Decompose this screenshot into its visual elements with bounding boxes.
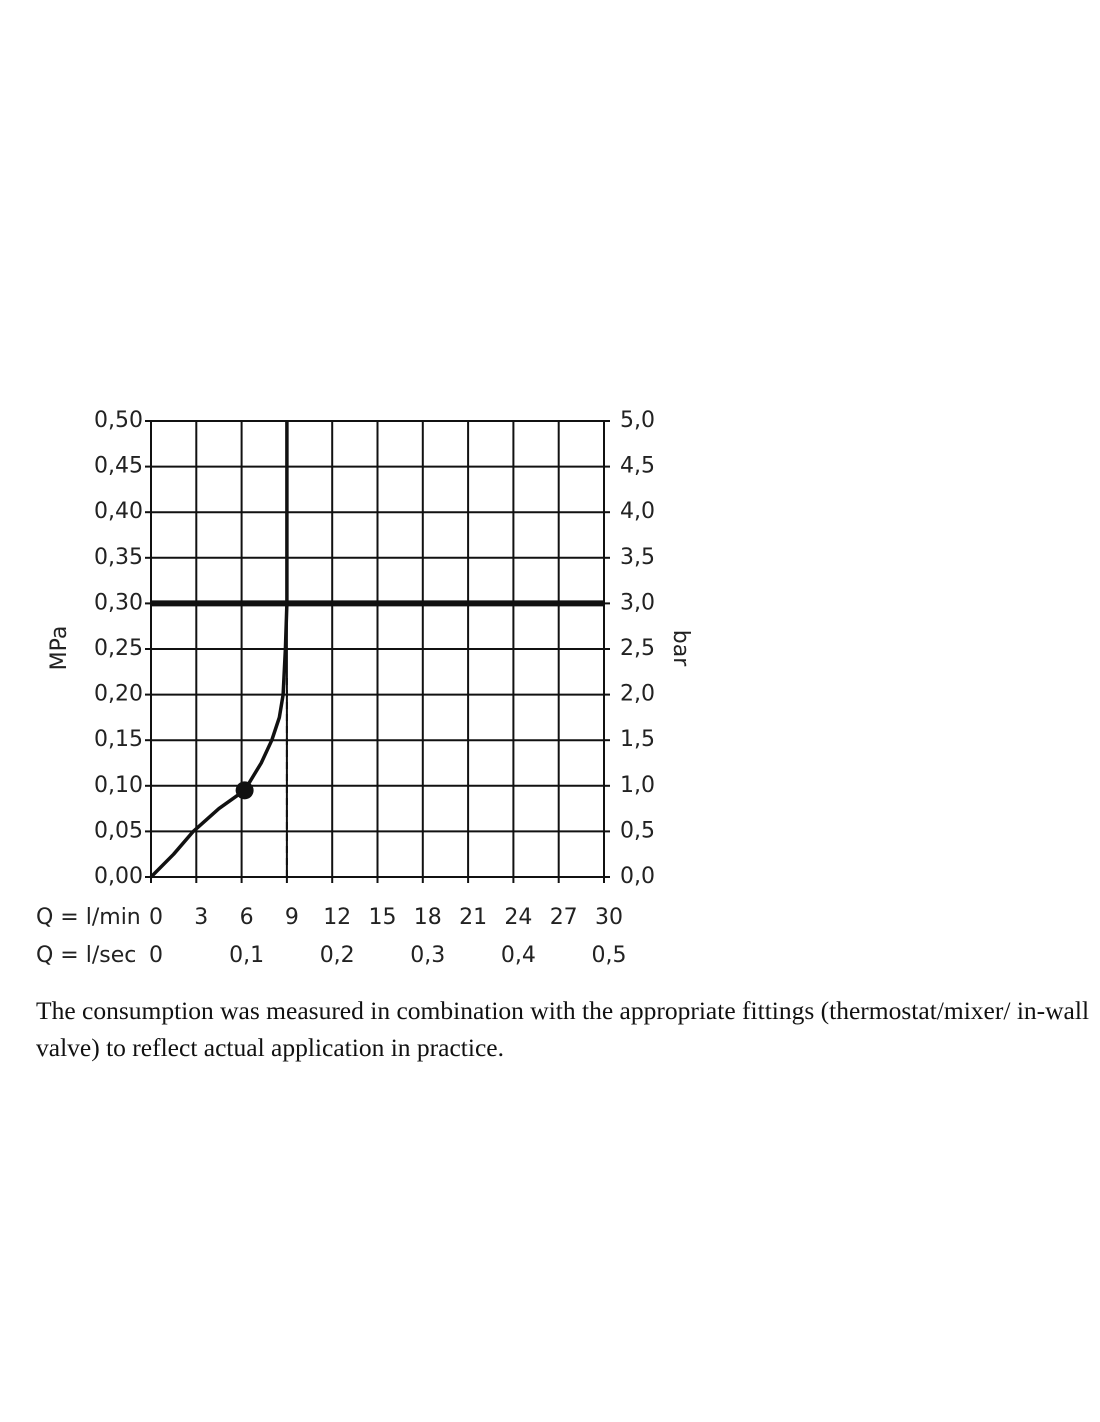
y-tick-label: 0,05	[94, 818, 143, 843]
chart: Q = l/min Q = l/sec MPa bar 0 3 6 9 12 15 18 21…	[36, 408, 693, 968]
y-tick-label: 0,00	[94, 864, 143, 889]
curve	[149, 421, 289, 879]
y2-tick-label: 3,0	[620, 590, 655, 615]
marker	[235, 781, 254, 800]
y2-axis-label: bar	[668, 630, 693, 667]
y2-tick-label: 1,5	[620, 727, 655, 752]
x-tick-label: 24	[504, 905, 532, 930]
caption: The consumption was measured in combinat…	[36, 996, 1090, 1062]
x-tick-label: 18	[414, 905, 442, 930]
x-tick-label: 6	[240, 905, 254, 930]
x-tick-label: 12	[323, 905, 351, 930]
x-tick-label: 3	[194, 905, 208, 930]
y-tick-label: 0,45	[94, 454, 143, 479]
y-tick-label: 0,50	[94, 408, 143, 433]
y-tick-label: 0,15	[94, 727, 143, 752]
y2-tick-label: 1,0	[620, 773, 655, 798]
y2-tick-label: 3,5	[620, 545, 655, 570]
y2-tick-label: 5,0	[620, 408, 655, 433]
y-tick-label: 0,25	[94, 636, 143, 661]
x-axis-label: Q = l/min	[36, 905, 141, 930]
x-tick-label: 27	[550, 905, 578, 930]
y-tick-label: 0,20	[94, 682, 143, 707]
x2-tick-label: 0,2	[320, 943, 355, 968]
y-tick-label: 0,10	[94, 773, 143, 798]
y-tick-label: 0,40	[94, 499, 143, 524]
y2-tick-label: 4,0	[620, 499, 655, 524]
y2-tick-label: 0,0	[620, 864, 655, 889]
y-tick-label: 0,30	[94, 590, 143, 615]
x2-tick-label: 0	[149, 943, 163, 968]
y2-tick-label: 4,5	[620, 454, 655, 479]
x2-axis-label: Q = l/sec	[36, 943, 136, 968]
x2-tick-label: 0,5	[592, 943, 627, 968]
y2-tick-label: 2,5	[620, 636, 655, 661]
x-tick-label: 15	[369, 905, 397, 930]
y2-tick-label: 0,5	[620, 818, 655, 843]
y-axis-label: MPa	[47, 626, 72, 671]
x2-tick-label: 0,3	[410, 943, 445, 968]
x2-tick-label: 0,1	[229, 943, 264, 968]
x-tick-label: 21	[459, 905, 487, 930]
y2-tick-label: 2,0	[620, 682, 655, 707]
y-tick-label: 0,35	[94, 545, 143, 570]
x-tick-label: 9	[285, 905, 299, 930]
x-tick-label: 30	[595, 905, 623, 930]
x-tick-label: 0	[149, 905, 163, 930]
x2-tick-label: 0,4	[501, 943, 536, 968]
